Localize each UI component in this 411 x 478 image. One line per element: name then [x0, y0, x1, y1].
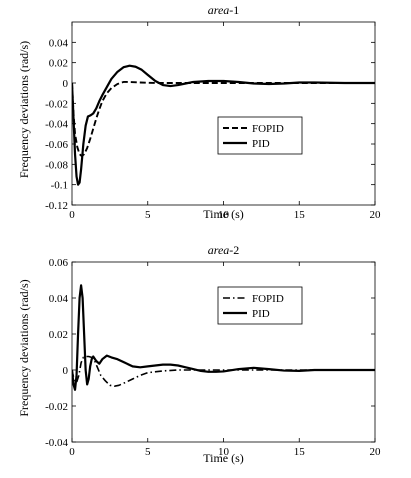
legend-box	[217, 116, 303, 155]
x-tick-label: 20	[370, 446, 382, 458]
x-axis-label: Time (s)	[203, 207, 244, 221]
legend: FOPID PID	[217, 286, 303, 325]
chart-title: area-2	[208, 243, 240, 257]
legend-box	[217, 286, 303, 325]
y-axis-label: Frequency deviations (rad/s)	[17, 41, 31, 178]
x-tick-label: 0	[69, 446, 75, 458]
y-tick-label: -0.04	[45, 119, 68, 131]
legend: FOPID PID	[217, 116, 303, 155]
series-line-fopid	[72, 355, 375, 387]
series-line-pid	[72, 284, 375, 391]
chart-1: 0 5 10 15 20 -0.12 -0.1 -0.08 -0.06 -0.04 -0.02 0 0.…	[17, 3, 381, 221]
y-tick-label: -0.08	[45, 159, 68, 171]
legend-label-pid: PID	[252, 308, 270, 320]
legend-label-fopid: FOPID	[252, 293, 284, 305]
chart-2: 0 5 10 15 20 -0.04 -0.02 0 0.02 0.04 0.06 area-2 Tim…	[17, 243, 381, 465]
y-tick-label: -0.1	[51, 180, 68, 192]
x-tick-label: 0	[69, 209, 75, 221]
y-tick-label: 0.04	[49, 37, 69, 49]
legend-label-fopid: FOPID	[252, 123, 284, 135]
y-tick-label: 0	[63, 365, 69, 377]
x-tick-label: 5	[145, 446, 151, 458]
y-tick-label: -0.12	[45, 200, 68, 212]
x-axis-label: Time (s)	[203, 451, 244, 465]
y-axis-label: Frequency deviations (rad/s)	[17, 279, 31, 416]
x-tick-label: 10	[218, 446, 230, 458]
y-tick-label: 0	[63, 78, 69, 90]
x-tick-label: 15	[294, 446, 306, 458]
y-tick-label: 0.04	[49, 293, 69, 305]
x-tick-label: 15	[294, 209, 306, 221]
y-tick-label: 0.02	[49, 329, 68, 341]
plot-frame	[71, 21, 376, 206]
x-tick-label: 10	[218, 209, 230, 221]
chart-title: area-1	[208, 3, 240, 17]
x-tick-label: 5	[145, 209, 151, 221]
y-tick-label: -0.02	[45, 98, 68, 110]
y-tick-label: 0.06	[49, 257, 69, 269]
x-tick-label: 20	[370, 209, 382, 221]
legend-label-pid: PID	[252, 138, 270, 150]
y-tick-label: -0.06	[45, 139, 68, 151]
series-line-pid	[72, 64, 375, 186]
y-tick-label: -0.02	[45, 401, 68, 413]
y-tick-label: 0.02	[49, 58, 68, 70]
y-tick-label: -0.04	[45, 437, 68, 449]
